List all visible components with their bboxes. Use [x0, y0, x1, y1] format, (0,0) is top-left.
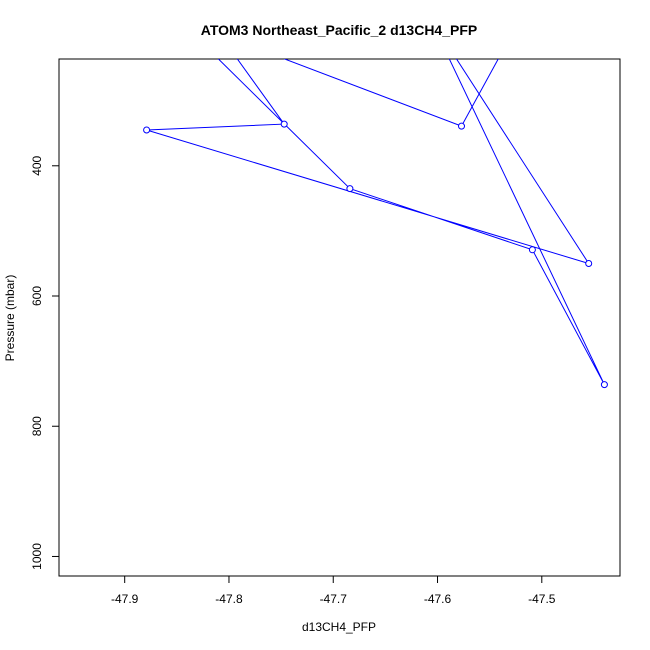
x-tick-label: -47.7 — [320, 592, 348, 606]
y-tick-label: 1000 — [30, 543, 44, 570]
data-point — [516, 18, 522, 24]
chart-title: ATOM3 Northeast_Pacific_2 d13CH4_PFP — [201, 22, 477, 38]
y-axis-label: Pressure (mbar) — [3, 275, 17, 362]
x-tick-label: -47.5 — [528, 592, 556, 606]
plot-frame — [58, 58, 621, 577]
data-point — [600, 381, 608, 389]
series-line — [146, 59, 605, 385]
y-tick-label: 600 — [30, 286, 44, 306]
data-point — [528, 246, 536, 254]
data-point — [458, 122, 465, 130]
x-tick-label: -47.8 — [215, 592, 243, 606]
y-tick-label: 400 — [30, 155, 44, 175]
data-point — [206, 47, 212, 53]
x-axis: -47.9 -47.8 -47.7 -47.6 -47.5 — [111, 576, 556, 606]
x-tick-label: -47.9 — [111, 592, 139, 606]
data-point — [280, 120, 288, 128]
y-axis: 400 600 800 1000 — [30, 155, 59, 570]
data-point — [426, 14, 432, 20]
data-point — [346, 185, 354, 193]
data-point — [143, 126, 151, 134]
data-point — [585, 260, 593, 267]
x-tick-label: -47.6 — [424, 592, 452, 606]
y-tick-label: 800 — [30, 416, 44, 436]
x-axis-label: d13CH4_PFP — [302, 620, 376, 634]
plot-area — [143, 14, 608, 389]
series-points — [143, 14, 608, 389]
